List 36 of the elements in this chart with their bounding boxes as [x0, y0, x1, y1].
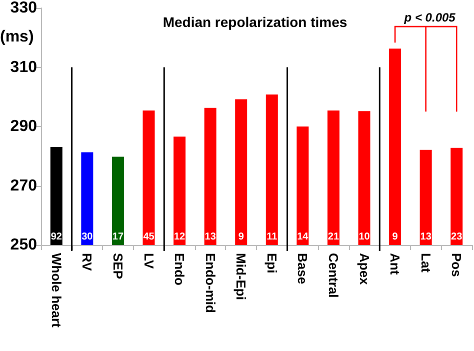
y-tick-label: 310	[10, 58, 38, 76]
annotation: 14	[297, 232, 309, 242]
annotation: 9	[238, 232, 244, 242]
y-axis-title: (ms)	[0, 28, 34, 46]
x-tick-label: RV	[80, 253, 95, 272]
y-tick-label: 330	[10, 0, 38, 16]
x-tick-label: Apex	[356, 253, 372, 286]
annotation: 11	[266, 232, 278, 242]
x-tick-label: Pos	[449, 253, 464, 277]
annotation: 30	[82, 232, 94, 242]
annotation: 13	[420, 232, 432, 242]
chart-title: Median repolarization times	[162, 14, 348, 30]
y-tick-label: 250	[10, 236, 38, 254]
x-tick-label: SEP	[110, 253, 126, 280]
annotation: 45	[143, 232, 155, 242]
annotation: 23	[451, 232, 463, 242]
x-tick-label: Mid-Epi	[234, 253, 249, 300]
annotation: 12	[174, 232, 186, 242]
annotation: p < 0.005	[403, 10, 456, 25]
x-tick-label: LV	[141, 253, 156, 269]
x-tick-label: Epi	[264, 253, 280, 274]
annotation: 21	[328, 232, 340, 242]
x-tick-label: Base	[295, 253, 310, 284]
y-tick-label: 290	[10, 118, 38, 135]
x-tick-label: Ant	[388, 253, 403, 276]
annotation: 92	[50, 232, 62, 242]
x-tick-label: Central	[326, 253, 341, 298]
x-tick-label: Endo-mid	[202, 253, 218, 313]
annotation: 17	[112, 232, 124, 242]
x-tick-label: Lat	[418, 253, 434, 274]
y-tick-label: 270	[10, 177, 38, 194]
annotation: 10	[358, 232, 370, 242]
x-tick-label: Whole heart	[48, 253, 64, 328]
annotation: 13	[204, 232, 216, 242]
x-tick-label: Endo	[172, 253, 188, 286]
annotation: 9	[392, 232, 398, 242]
